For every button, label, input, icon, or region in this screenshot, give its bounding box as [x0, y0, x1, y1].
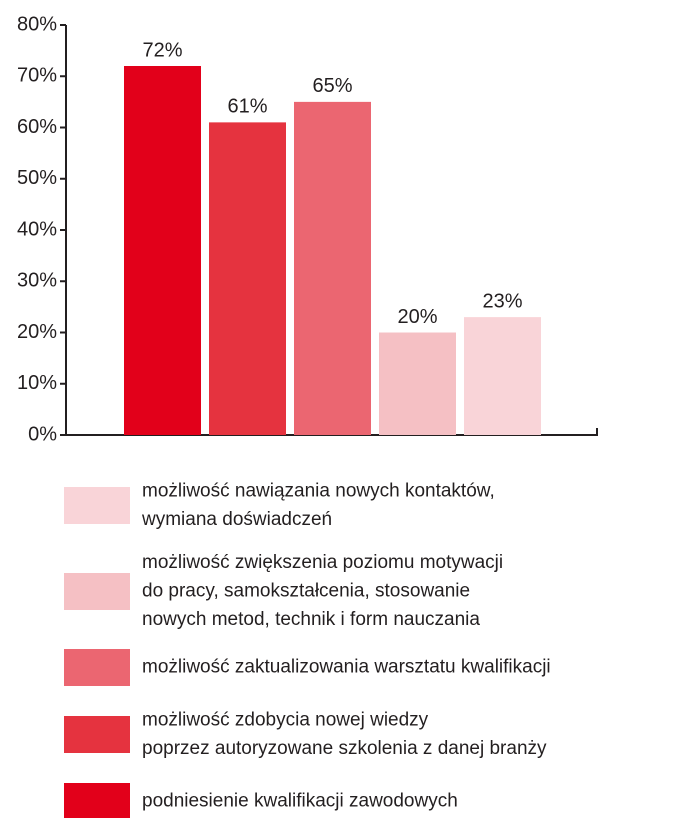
y-tick-label: 10%	[17, 372, 57, 394]
y-tick-label: 50%	[17, 167, 57, 189]
value-label: 72%	[142, 39, 182, 61]
legend-label: możliwość zwiększenia poziomu motywacji	[142, 552, 503, 573]
y-tick-label: 60%	[17, 116, 57, 138]
y-tick-label: 0%	[28, 423, 57, 445]
value-label: 65%	[312, 75, 352, 97]
legend-label: możliwość nawiązania nowych kontaktów,	[142, 480, 495, 501]
legend-swatch	[64, 783, 130, 818]
legend-label: poprzez autoryzowane szkolenia z danej b…	[142, 738, 547, 759]
legend-label: wymiana doświadczeń	[141, 509, 332, 530]
bar	[464, 317, 541, 435]
value-label: 23%	[482, 290, 522, 312]
legend-label: możliwość zdobycia nowej wiedzy	[142, 709, 429, 730]
value-label: 61%	[227, 96, 267, 118]
legend-swatch	[64, 716, 130, 753]
y-tick-label: 80%	[17, 13, 57, 35]
legend-swatch	[64, 649, 130, 686]
legend-swatch	[64, 487, 130, 524]
bar	[294, 101, 371, 435]
legend-swatch	[64, 573, 130, 610]
bar	[379, 332, 456, 435]
y-tick-label: 20%	[17, 321, 57, 343]
legend-label: podniesienie kwalifikacji zawodowych	[142, 791, 458, 812]
legend-label: nowych metod, technik i form nauczania	[142, 609, 480, 630]
legend-label: do pracy, samokształcenia, stosowanie	[142, 581, 470, 602]
bar	[124, 66, 201, 435]
y-tick-label: 40%	[17, 218, 57, 240]
y-tick-label: 30%	[17, 270, 57, 292]
legend-label: możliwość zaktualizowania warsztatu kwal…	[142, 657, 551, 678]
bar	[209, 122, 286, 435]
y-tick-label: 70%	[17, 65, 57, 87]
value-label: 20%	[397, 306, 437, 328]
